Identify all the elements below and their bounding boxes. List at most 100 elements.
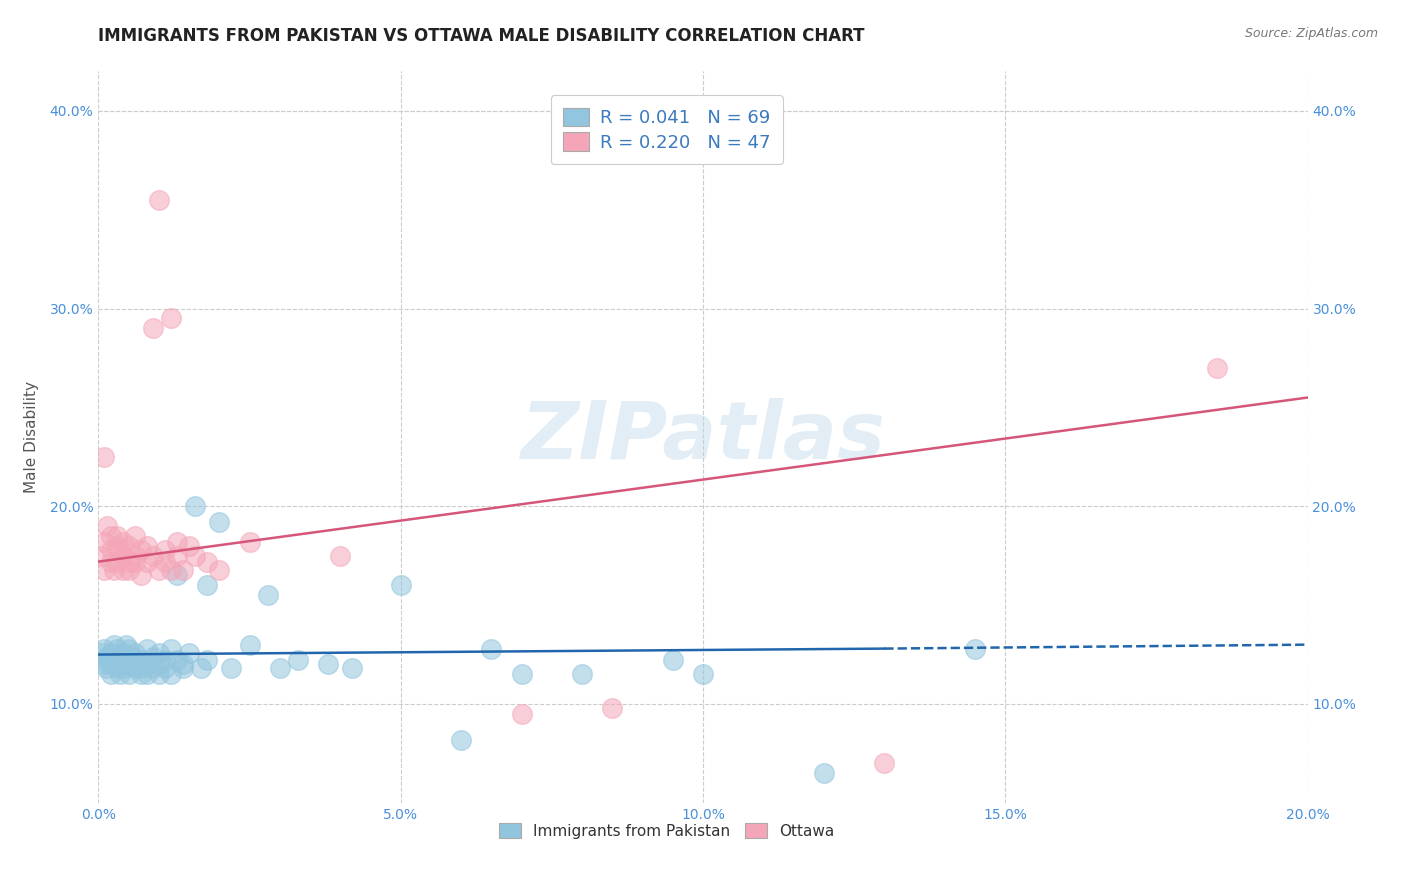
Point bbox=[195, 555, 218, 569]
Point bbox=[481, 641, 503, 656]
Point bbox=[342, 661, 364, 675]
Point bbox=[195, 578, 218, 592]
Point bbox=[93, 562, 115, 576]
Point bbox=[118, 539, 141, 553]
Point bbox=[105, 539, 128, 553]
Point bbox=[118, 667, 141, 681]
Point bbox=[129, 661, 152, 675]
Point bbox=[105, 641, 128, 656]
Legend: Immigrants from Pakistan, Ottawa: Immigrants from Pakistan, Ottawa bbox=[492, 815, 842, 847]
Point bbox=[160, 311, 183, 326]
Text: ZIPatlas: ZIPatlas bbox=[520, 398, 886, 476]
Point bbox=[135, 657, 157, 672]
Point bbox=[239, 638, 262, 652]
Point bbox=[135, 539, 157, 553]
Point bbox=[692, 667, 714, 681]
Point bbox=[100, 529, 122, 543]
Point bbox=[96, 519, 118, 533]
Point bbox=[256, 588, 278, 602]
Point bbox=[129, 542, 152, 557]
Point bbox=[100, 667, 122, 681]
Point bbox=[148, 646, 170, 660]
Point bbox=[93, 641, 115, 656]
Point bbox=[195, 653, 218, 667]
Point bbox=[510, 706, 533, 721]
Point bbox=[90, 549, 112, 563]
Point bbox=[103, 638, 125, 652]
Point bbox=[148, 193, 170, 207]
Point bbox=[105, 555, 128, 569]
Point bbox=[100, 646, 122, 660]
Point bbox=[124, 555, 146, 569]
Text: IMMIGRANTS FROM PAKISTAN VS OTTAWA MALE DISABILITY CORRELATION CHART: IMMIGRANTS FROM PAKISTAN VS OTTAWA MALE … bbox=[98, 27, 865, 45]
Point bbox=[108, 657, 131, 672]
Point bbox=[118, 653, 141, 667]
Point bbox=[124, 529, 146, 543]
Point bbox=[124, 661, 146, 675]
Point bbox=[166, 534, 188, 549]
Point bbox=[166, 568, 188, 582]
Point bbox=[389, 578, 412, 592]
Point bbox=[124, 646, 146, 660]
Point bbox=[287, 653, 309, 667]
Point bbox=[172, 657, 194, 672]
Point bbox=[118, 641, 141, 656]
Point bbox=[129, 653, 152, 667]
Point bbox=[153, 542, 176, 557]
Point bbox=[813, 766, 835, 780]
Point bbox=[111, 534, 134, 549]
Point bbox=[179, 646, 201, 660]
Point bbox=[111, 653, 134, 667]
Point bbox=[172, 562, 194, 576]
Point bbox=[111, 661, 134, 675]
Point bbox=[239, 534, 262, 549]
Point bbox=[114, 638, 136, 652]
Point bbox=[190, 661, 212, 675]
Point bbox=[184, 549, 207, 563]
Point bbox=[103, 653, 125, 667]
Point bbox=[153, 555, 176, 569]
Point bbox=[208, 515, 231, 529]
Point bbox=[329, 549, 352, 563]
Point bbox=[153, 653, 176, 667]
Point bbox=[93, 653, 115, 667]
Point bbox=[103, 562, 125, 576]
Point bbox=[135, 555, 157, 569]
Point bbox=[100, 657, 122, 672]
Point bbox=[105, 661, 128, 675]
Point bbox=[93, 534, 115, 549]
Point bbox=[160, 667, 183, 681]
Point bbox=[105, 529, 128, 543]
Point bbox=[1206, 360, 1229, 375]
Point bbox=[965, 641, 987, 656]
Point bbox=[111, 562, 134, 576]
Point bbox=[172, 661, 194, 675]
Point bbox=[602, 701, 624, 715]
Point bbox=[179, 539, 201, 553]
Point bbox=[129, 667, 152, 681]
Point bbox=[111, 549, 134, 563]
Point bbox=[121, 649, 143, 664]
Point bbox=[316, 657, 339, 672]
Point bbox=[118, 562, 141, 576]
Point bbox=[221, 661, 243, 675]
Point bbox=[142, 649, 165, 664]
Point bbox=[105, 649, 128, 664]
Point bbox=[100, 555, 122, 569]
Point bbox=[450, 732, 472, 747]
Y-axis label: Male Disability: Male Disability bbox=[24, 381, 38, 493]
Point bbox=[111, 646, 134, 660]
Point bbox=[91, 657, 114, 672]
Point bbox=[142, 661, 165, 675]
Point bbox=[135, 667, 157, 681]
Point bbox=[124, 549, 146, 563]
Point bbox=[661, 653, 683, 667]
Point bbox=[108, 667, 131, 681]
Point bbox=[124, 657, 146, 672]
Point bbox=[100, 542, 122, 557]
Point bbox=[142, 321, 165, 335]
Point bbox=[571, 667, 593, 681]
Point bbox=[873, 756, 896, 771]
Point bbox=[148, 667, 170, 681]
Point bbox=[142, 549, 165, 563]
